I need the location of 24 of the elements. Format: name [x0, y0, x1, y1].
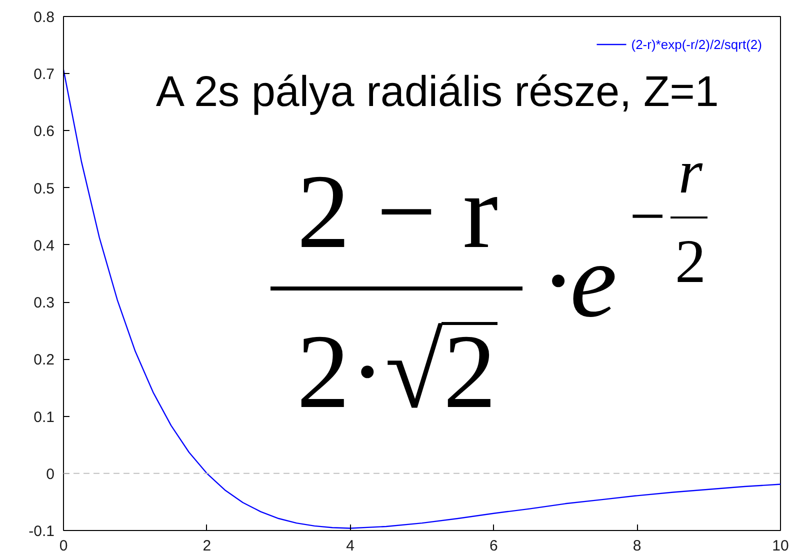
- y-tick-label: 0.4: [34, 237, 55, 254]
- x-tick-label: 2: [202, 538, 212, 554]
- y-tick-label: 0.5: [34, 180, 55, 198]
- y-tick-label: 0.3: [34, 294, 55, 312]
- x-tick-label: 0: [59, 538, 68, 554]
- text: A 2s pálya radiális része, Z=1: [156, 68, 719, 116]
- annotation: 2·√2: [296, 312, 496, 430]
- y-tick-label: 0.6: [34, 123, 55, 140]
- x-tick-label: 4: [346, 538, 354, 554]
- annotation: 2 − r: [296, 152, 498, 270]
- legend-label: (2-r)*exp(-r/2)/2/sqrt(2): [631, 36, 762, 52]
- y-tick-label: -0.1: [28, 523, 55, 540]
- x-tick-label: 10: [772, 538, 789, 554]
- y-tick-label: 0: [46, 466, 54, 483]
- annotation: 2: [675, 228, 706, 296]
- y-tick-label: 0.2: [34, 352, 55, 369]
- annotation: −: [630, 180, 666, 252]
- y-tick-label: 0.7: [34, 66, 55, 84]
- annotation: ·e: [544, 222, 618, 339]
- annotation: r: [678, 138, 704, 206]
- x-tick-label: 6: [490, 538, 498, 554]
- y-tick-label: 0.1: [34, 408, 55, 426]
- y-tick-label: 0.8: [34, 9, 55, 26]
- x-tick-label: 8: [632, 538, 642, 554]
